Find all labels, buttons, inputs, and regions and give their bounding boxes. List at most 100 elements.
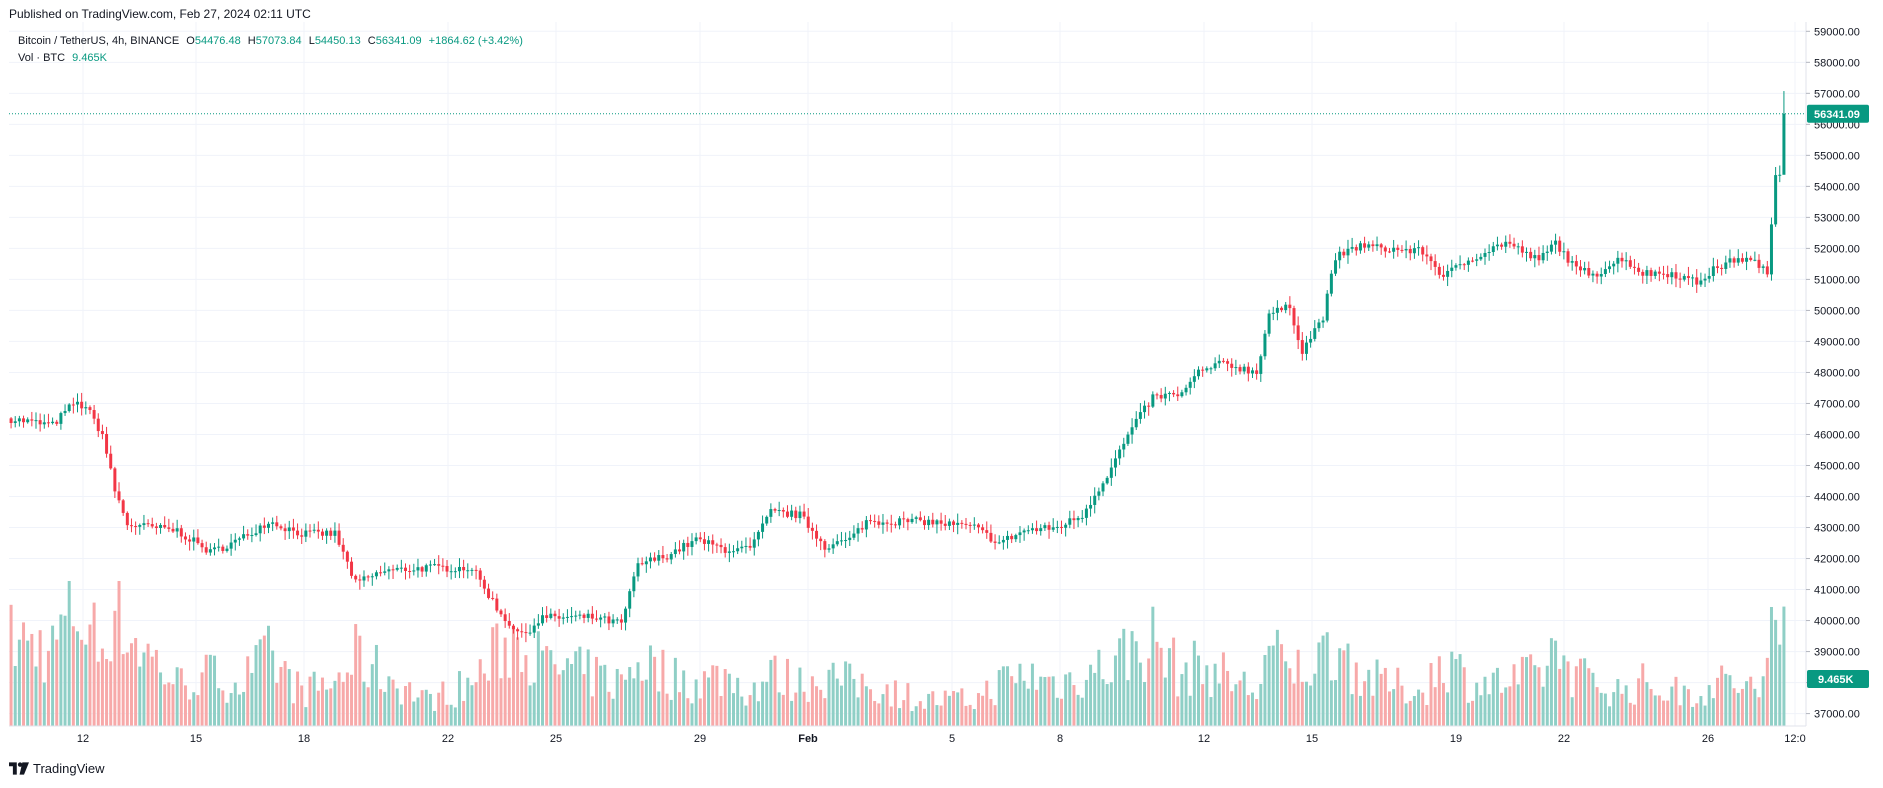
- candle-body: [1740, 258, 1744, 262]
- legend-close-label: C: [367, 35, 376, 47]
- volume-bar: [910, 711, 914, 726]
- volume-bar: [524, 655, 528, 726]
- candle-body: [906, 519, 910, 523]
- volume-bar: [96, 661, 100, 726]
- candle-body: [1624, 260, 1628, 262]
- candle-body: [88, 407, 92, 411]
- volume-bar: [702, 671, 706, 726]
- volume-bar: [1068, 672, 1072, 726]
- time-tick-label: 29: [694, 733, 706, 745]
- candle-body: [1334, 260, 1338, 274]
- candle-body: [835, 541, 839, 545]
- volume-bar: [1176, 696, 1180, 726]
- volume-bar: [952, 691, 956, 726]
- volume-bar: [1122, 628, 1126, 726]
- legend-low: 54450.13: [314, 35, 361, 47]
- volume-bar: [287, 669, 291, 726]
- volume-bar: [183, 685, 187, 726]
- volume-bar: [341, 681, 345, 726]
- volume-bar: [1138, 662, 1142, 726]
- volume-bar: [30, 633, 34, 726]
- volume-bar: [345, 672, 349, 726]
- candle-body: [947, 521, 951, 526]
- volume-bar: [790, 700, 794, 726]
- candle-body: [1769, 224, 1773, 275]
- volume-bar: [1105, 684, 1109, 726]
- candle-body: [1408, 248, 1412, 254]
- candle-body: [590, 613, 594, 619]
- volume-bar: [1159, 647, 1163, 726]
- volume-bar: [366, 687, 370, 726]
- candle-body: [1736, 258, 1740, 263]
- volume-bar: [1304, 681, 1308, 726]
- volume-bar: [1774, 619, 1778, 726]
- time-tick-label: Feb: [798, 733, 818, 745]
- candle-body: [1188, 381, 1192, 388]
- volume-bar: [657, 691, 661, 726]
- volume-bar: [769, 659, 773, 726]
- volume-bar: [412, 701, 416, 726]
- volume-bar: [1533, 665, 1537, 726]
- candle-body: [1583, 267, 1587, 271]
- candle-body: [1462, 264, 1466, 266]
- candle-body: [183, 536, 187, 540]
- legend-low-label: L: [308, 35, 315, 47]
- candle-body: [395, 567, 399, 570]
- volume-bar: [1707, 685, 1711, 726]
- candle-body: [1018, 532, 1022, 536]
- candle-body: [785, 511, 789, 517]
- candle-body: [1404, 248, 1408, 251]
- candle-body: [939, 520, 943, 524]
- candle-body: [611, 619, 615, 624]
- candle-body: [956, 522, 960, 525]
- candle-body: [1774, 175, 1778, 225]
- volume-bar: [1334, 680, 1338, 726]
- volume-bar: [1691, 706, 1695, 726]
- volume-bar: [1711, 698, 1715, 726]
- candle-body: [993, 541, 997, 543]
- candle-body: [985, 530, 989, 533]
- volume-bar: [914, 706, 918, 726]
- candle-body: [379, 572, 383, 574]
- volume-bar: [1072, 685, 1076, 726]
- candle-body: [333, 530, 337, 536]
- volume-bar: [632, 678, 636, 726]
- volume-bar: [869, 689, 873, 726]
- legend-change: +1864.62 (+3.42%): [428, 35, 523, 47]
- volume-bar: [1475, 682, 1479, 726]
- volume-label: 9.465K: [1818, 674, 1854, 686]
- volume-bar: [457, 671, 461, 726]
- volume-bar: [362, 681, 366, 726]
- candle-body: [1184, 387, 1188, 393]
- candle-body: [1500, 244, 1504, 247]
- volume-bar: [121, 654, 125, 726]
- volume-bar: [312, 671, 316, 726]
- volume-bar: [1084, 679, 1088, 726]
- candle-body: [1167, 392, 1171, 394]
- volume-bar: [1421, 692, 1425, 726]
- volume-bar: [856, 697, 860, 726]
- candle-body: [358, 579, 362, 581]
- candle-body: [474, 569, 478, 571]
- candle-body: [740, 546, 744, 549]
- volume-bar: [1715, 677, 1719, 726]
- candle-body: [1450, 267, 1454, 271]
- candle-body: [1591, 273, 1595, 276]
- candle-body: [943, 523, 947, 526]
- volume-bar: [84, 644, 88, 726]
- volume-bar: [487, 680, 491, 726]
- volume-bar: [71, 626, 75, 726]
- volume-bar: [1554, 640, 1558, 726]
- volume-bar: [707, 677, 711, 726]
- candle-body: [1699, 280, 1703, 285]
- candle-body: [831, 544, 835, 549]
- candle-body: [1304, 342, 1308, 354]
- volume-bar: [997, 670, 1001, 726]
- volume-bar: [291, 703, 295, 726]
- volume-bar: [831, 662, 835, 726]
- volume-bar: [262, 635, 266, 726]
- volume-bar: [404, 686, 407, 726]
- candle-body: [63, 410, 67, 414]
- candle-body: [1101, 483, 1105, 492]
